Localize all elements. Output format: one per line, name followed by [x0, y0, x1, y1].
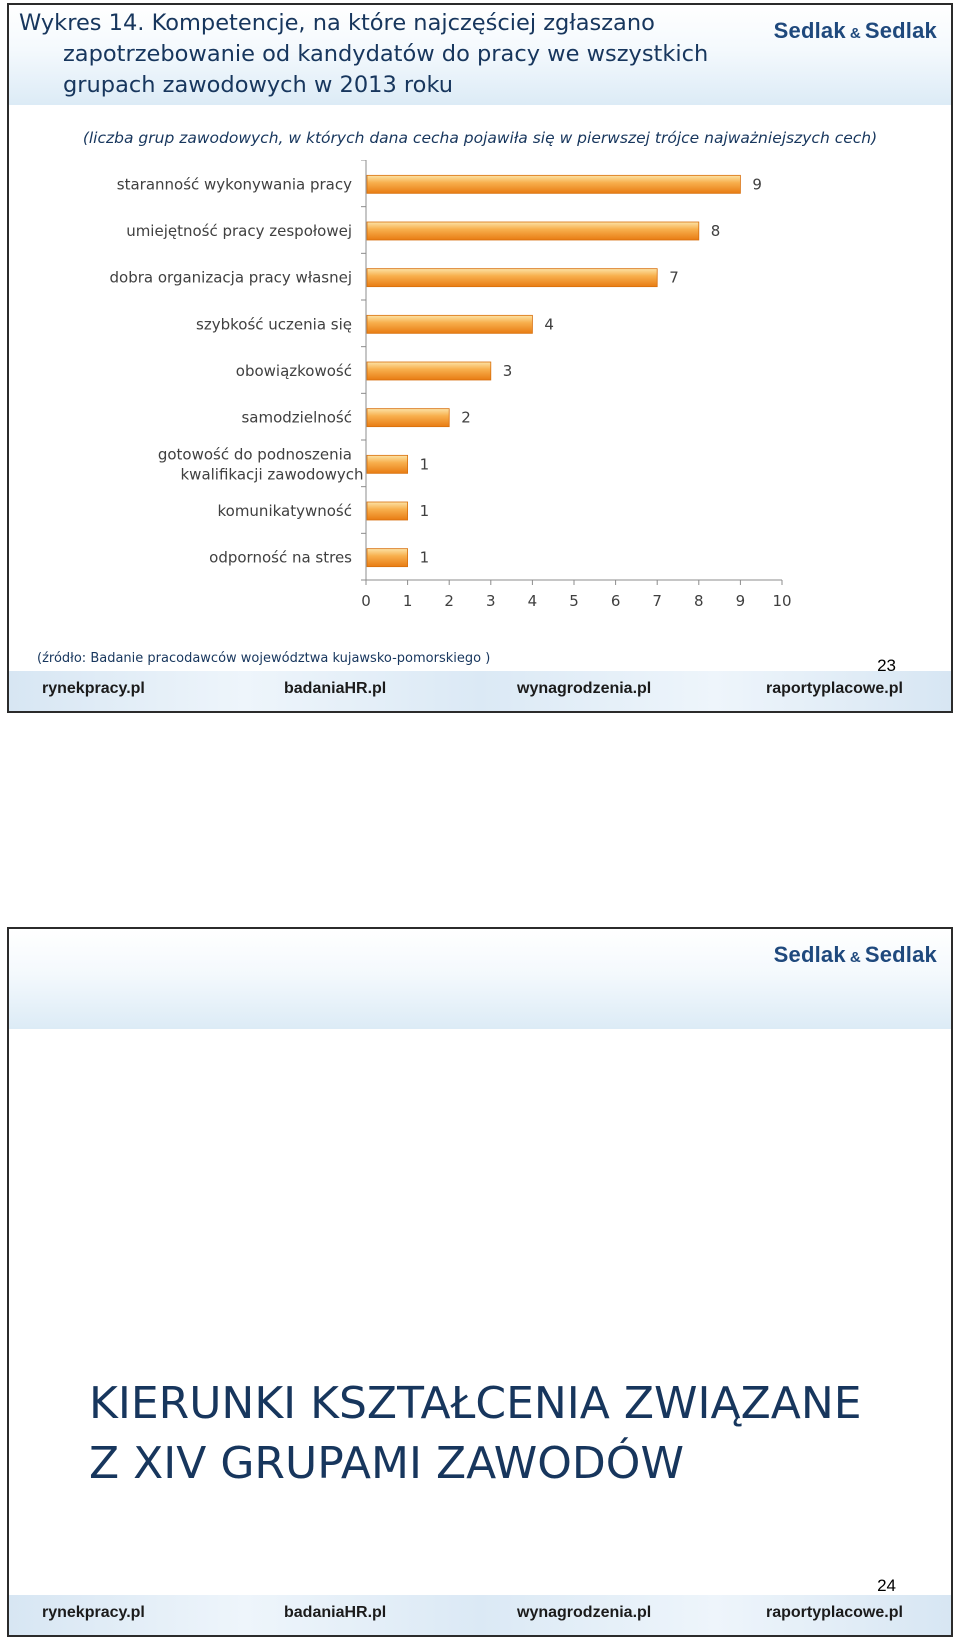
x-tick-label: 2 [444, 592, 454, 610]
page-number: 24 [877, 1576, 896, 1595]
header-band [9, 929, 951, 1029]
data-label: 8 [711, 222, 721, 240]
brand-name-right: Sedlak [864, 942, 937, 967]
footer-bar: rynekpracy.pl badaniaHR.pl wynagrodzenia… [9, 671, 951, 711]
brand-ampersand: & [849, 25, 861, 42]
footer-link-badaniahr-part1: badania [284, 1604, 345, 1621]
category-label: gotowość do podnoszenia kwalifikacji zawo… [158, 445, 364, 483]
title-line-1: Wykres 14. Kompetencje, na które najczęś… [19, 10, 655, 36]
data-label: 2 [461, 409, 471, 427]
x-tick-label: 6 [611, 592, 621, 610]
data-label: 4 [544, 315, 554, 333]
title-line-2: zapotrzebowanie od kandydatów do pracy w… [63, 41, 709, 67]
footer-bar: rynekpracy.pl badaniaHR.pl wynagrodzenia… [9, 1595, 951, 1635]
x-tick-label: 9 [736, 592, 746, 610]
section-title: KIERUNKI KSZTAŁCENIA ZWIĄZANE Z XIV GRUP… [89, 1374, 862, 1494]
header-band [9, 5, 951, 105]
data-label: 9 [752, 175, 762, 193]
footer-link-badaniahr-accent: HR [344, 680, 368, 697]
bar [366, 314, 533, 334]
data-label: 1 [420, 455, 430, 473]
bar [366, 174, 741, 194]
x-tick-label: 4 [528, 592, 538, 610]
data-label: 1 [420, 502, 430, 520]
x-tick-label: 0 [361, 592, 371, 610]
bar [366, 361, 492, 381]
footer-link-badaniahr-accent: HR [344, 1604, 368, 1621]
title-line-3: grupach zawodowych w 2013 roku [63, 72, 454, 98]
chart-subtitle: (liczba grup zawodowych, w których dana … [82, 129, 878, 147]
slide-24: Sedlak & Sedlak KIERUNKI KSZTAŁCENIA ZWIĄZ… [7, 927, 953, 1637]
bar [366, 454, 408, 474]
bar [366, 548, 408, 568]
footer-link-wynagrodzenia[interactable]: wynagrodzenia.pl [517, 1604, 652, 1621]
category-label: umiejętność pracy zespołowej [126, 222, 352, 240]
brand-name-right: Sedlak [864, 18, 937, 43]
x-tick-label: 8 [694, 592, 704, 610]
footer-link-badaniahr-part1: badania [284, 680, 345, 697]
footer-link-badaniahr[interactable]: badaniaHR.pl [284, 680, 386, 698]
bar-chart: 0 1 2 3 4 5 6 7 8 9 10 9 staranność wykonywania prac… [110, 160, 792, 610]
footer-link-rynekpracy[interactable]: rynekpracy.pl [42, 1604, 145, 1621]
category-label-line: gotowość do podnoszenia [158, 445, 352, 463]
brand-ampersand: & [849, 949, 861, 966]
brand-name-left: Sedlak [773, 18, 846, 43]
category-label: staranność wykonywania pracy [117, 175, 352, 193]
footer-link-badaniahr[interactable]: badaniaHR.pl [284, 1604, 386, 1622]
bar [366, 501, 408, 521]
x-tick-label: 10 [772, 592, 791, 610]
footer-link-rynekpracy[interactable]: rynekpracy.pl [42, 680, 145, 697]
bar [366, 408, 450, 428]
category-label: samodzielność [241, 409, 352, 427]
category-label: szybkość uczenia się [196, 315, 352, 333]
x-tick-label: 1 [403, 592, 413, 610]
category-label: dobra organizacja pracy własnej [110, 269, 352, 287]
category-label: odporność na stres [209, 549, 352, 567]
page-number: 23 [877, 656, 896, 675]
chart-title: Wykres 14. Kompetencje, na które najczęś… [19, 8, 729, 101]
section-title-line-2: Z XIV GRUPAMI ZAWODÓW [89, 1438, 684, 1489]
footer-link-badaniahr-part2: .pl [367, 680, 387, 697]
x-tick-label: 3 [486, 592, 496, 610]
x-tick-label: 7 [652, 592, 662, 610]
bar [366, 221, 700, 241]
footer-link-raportyplacowe[interactable]: raportyplacowe.pl [766, 1604, 903, 1621]
data-label: 7 [669, 269, 679, 287]
category-label: komunikatywność [217, 502, 352, 520]
footer-link-raportyplacowe[interactable]: raportyplacowe.pl [766, 680, 903, 697]
slide-23: Wykres 14. Kompetencje, na które najczęś… [7, 3, 953, 713]
footer-link-wynagrodzenia[interactable]: wynagrodzenia.pl [517, 680, 652, 697]
source-note: (źródło: Badanie pracodawców województwa… [37, 651, 491, 666]
category-label: obowiązkowość [236, 362, 352, 380]
section-title-line-1: KIERUNKI KSZTAŁCENIA ZWIĄZANE [89, 1378, 862, 1429]
brand-logo: Sedlak & Sedlak [774, 18, 937, 44]
brand-logo: Sedlak & Sedlak [774, 942, 937, 968]
x-tick-label: 5 [569, 592, 579, 610]
data-label: 1 [420, 549, 430, 567]
data-label: 3 [503, 362, 513, 380]
bar [366, 268, 658, 288]
brand-name-left: Sedlak [773, 942, 846, 967]
footer-link-badaniahr-part2: .pl [367, 1604, 387, 1621]
category-label-line: kwalifikacji zawodowych [180, 465, 363, 483]
